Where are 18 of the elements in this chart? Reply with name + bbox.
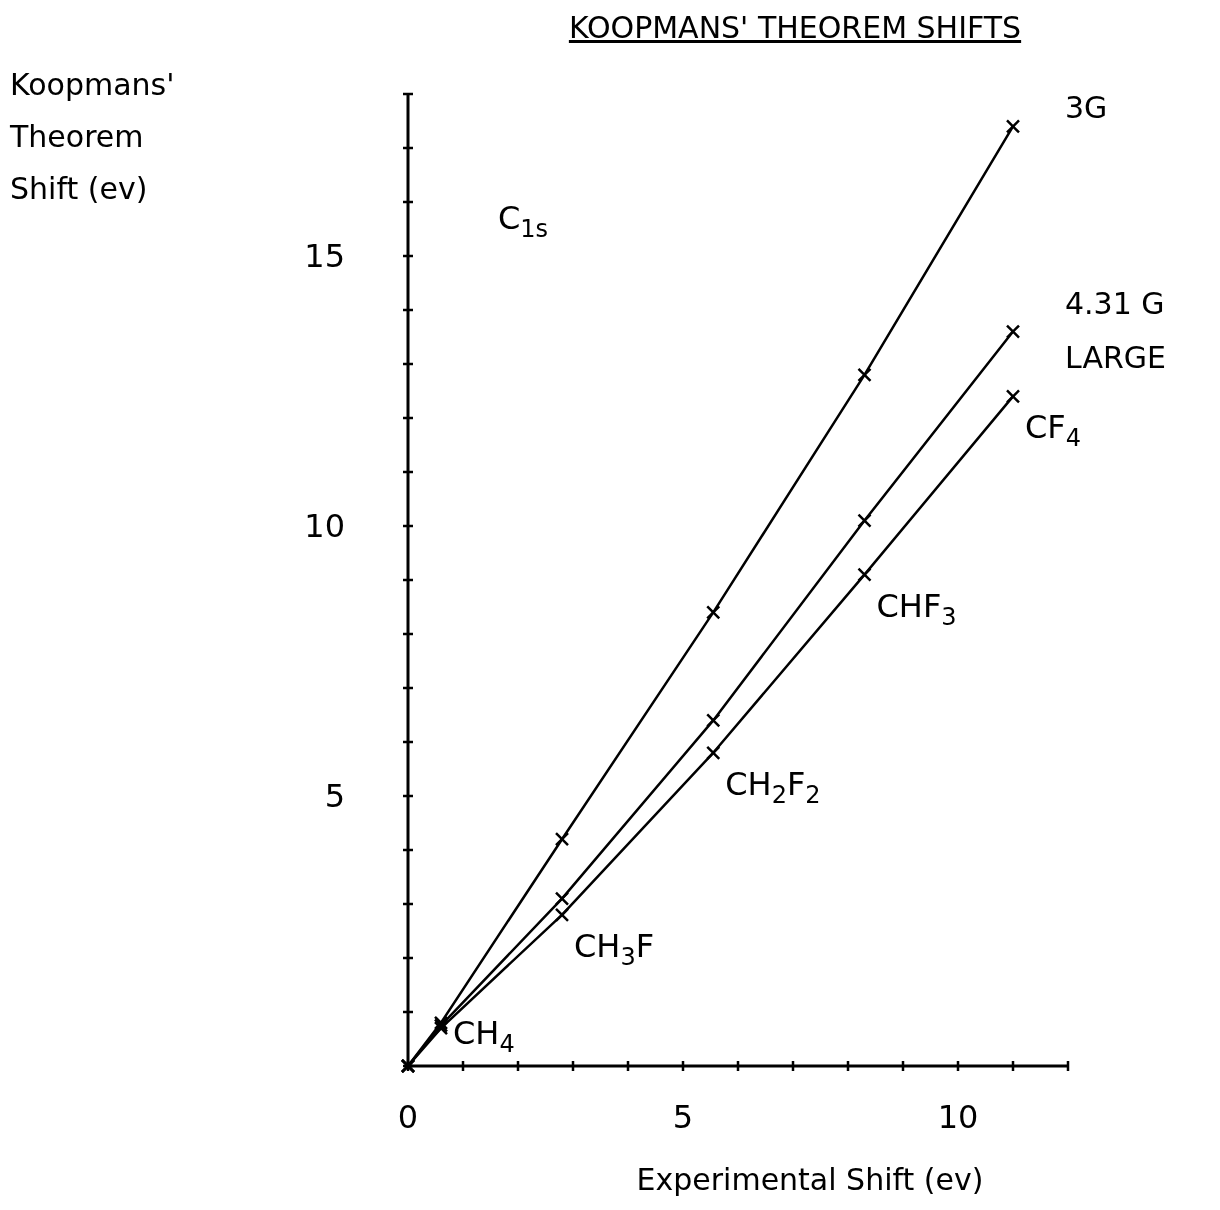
y-tick-label: 15 bbox=[304, 237, 345, 276]
x-tick-label: 0 bbox=[397, 1098, 419, 1136]
y-tick-label: 10 bbox=[304, 507, 345, 546]
annotation: CH$_{3}$F bbox=[574, 926, 655, 972]
x-tick-label: 10 bbox=[937, 1098, 979, 1136]
x-tick-label: 5 bbox=[672, 1098, 694, 1136]
series-label: 4.31 G bbox=[1065, 285, 1165, 321]
annotation: C$_{1s}$ bbox=[498, 199, 549, 244]
annotation: CF$_{4}$ bbox=[1025, 408, 1082, 453]
annotation: CH$_{4}$ bbox=[453, 1014, 515, 1059]
x-axis-title: Experimental Shift (ev) bbox=[636, 1162, 984, 1197]
y-axis-title: Koopmans' Theorem Shift (ev) bbox=[9, 67, 175, 206]
annotation: CH$_{2}$F$_{2}$ bbox=[725, 764, 821, 810]
series-label: 3G bbox=[1065, 90, 1108, 126]
y-tick-label: 5 bbox=[324, 777, 345, 816]
chart-title: KOOPMANS' THEOREM SHIFTS bbox=[568, 10, 1022, 45]
annotation: CHF$_{3}$ bbox=[876, 586, 957, 631]
series-label: LARGE bbox=[1065, 340, 1166, 376]
